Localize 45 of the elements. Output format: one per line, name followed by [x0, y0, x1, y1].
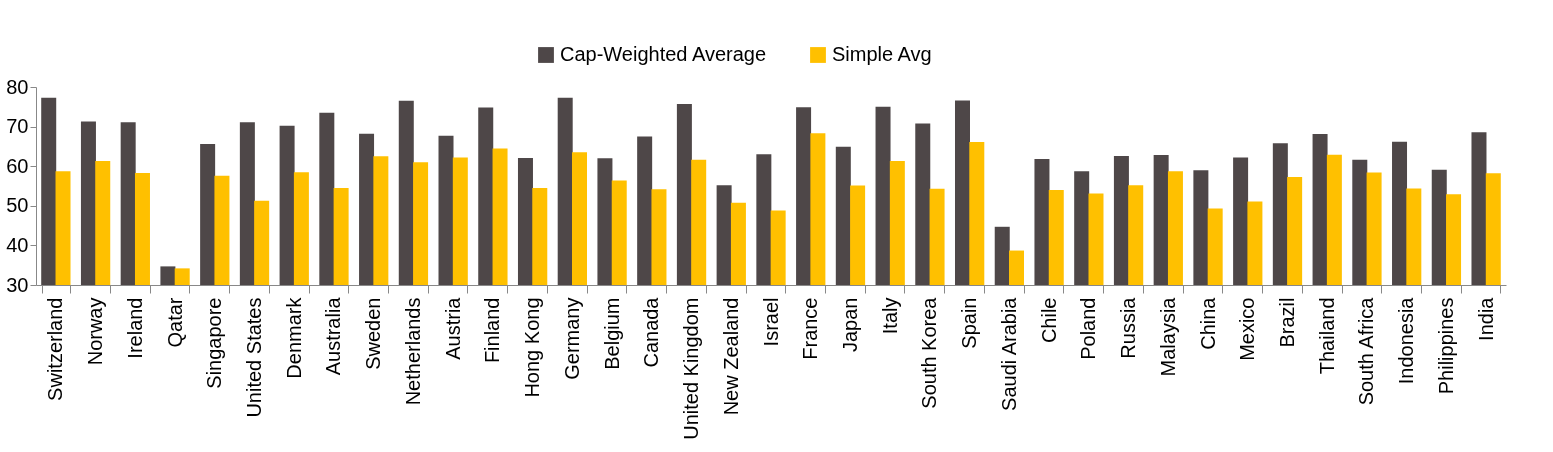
x-tick-label: Israel	[759, 297, 782, 347]
y-tick-label: 40	[6, 233, 29, 256]
legend-label: Cap-Weighted Average	[560, 43, 767, 65]
x-tick-label: Switzerland	[44, 297, 67, 401]
x-tick-label: China	[1196, 296, 1219, 350]
x-tick-label: Saudi Arabia	[997, 296, 1020, 411]
x-tick-label: Qatar	[163, 297, 186, 348]
y-tick-label: 30	[6, 273, 29, 296]
x-tick-label: Norway	[84, 297, 107, 366]
x-tick-label: Germany	[560, 297, 583, 380]
y-tick-label: 80	[6, 75, 29, 98]
y-tick-label: 50	[6, 194, 29, 217]
x-tick-label: Indonesia	[1395, 296, 1418, 385]
x-tick-label: Australia	[322, 296, 345, 376]
x-tick-label: Japan	[838, 297, 861, 352]
x-tick-label: France	[799, 297, 822, 360]
x-tick-label: Netherlands	[401, 297, 424, 406]
x-tick-label: Sweden	[362, 297, 385, 370]
x-tick-label: Poland	[1077, 297, 1100, 360]
x-tick-label: Hong Kong	[521, 297, 544, 398]
y-tick-label: 70	[6, 115, 29, 138]
x-tick-label: South Africa	[1355, 296, 1378, 406]
x-tick-label: Singapore	[203, 297, 226, 389]
legend-label: Simple Avg	[832, 43, 932, 65]
x-tick-label: Malaysia	[1156, 296, 1179, 377]
x-tick-label: South Korea	[918, 296, 941, 409]
x-tick-label: Canada	[640, 296, 663, 368]
y-tick-label: 60	[6, 154, 29, 177]
x-tick-label: Belgium	[600, 297, 623, 370]
x-tick-label: India	[1474, 296, 1497, 341]
x-tick-label: New Zealand	[719, 297, 742, 416]
x-tick-label: Italy	[878, 297, 901, 335]
x-tick-label: Spain	[958, 297, 981, 349]
x-tick-label: Mexico	[1236, 297, 1259, 361]
x-tick-label: Denmark	[282, 296, 305, 379]
x-tick-label: United Kingdom	[680, 297, 703, 440]
x-tick-label: United States	[243, 297, 266, 418]
x-tick-label: Austria	[441, 296, 464, 360]
x-tick-label: Finland	[481, 297, 504, 364]
x-tick-label: Ireland	[123, 297, 146, 359]
x-tick-label: Russia	[1117, 296, 1140, 359]
x-tick-label: Brazil	[1275, 297, 1298, 348]
x-tick-label: Philippines	[1434, 297, 1457, 395]
x-tick-label: Thailand	[1315, 297, 1338, 375]
x-tick-label: Chile	[1037, 297, 1060, 344]
